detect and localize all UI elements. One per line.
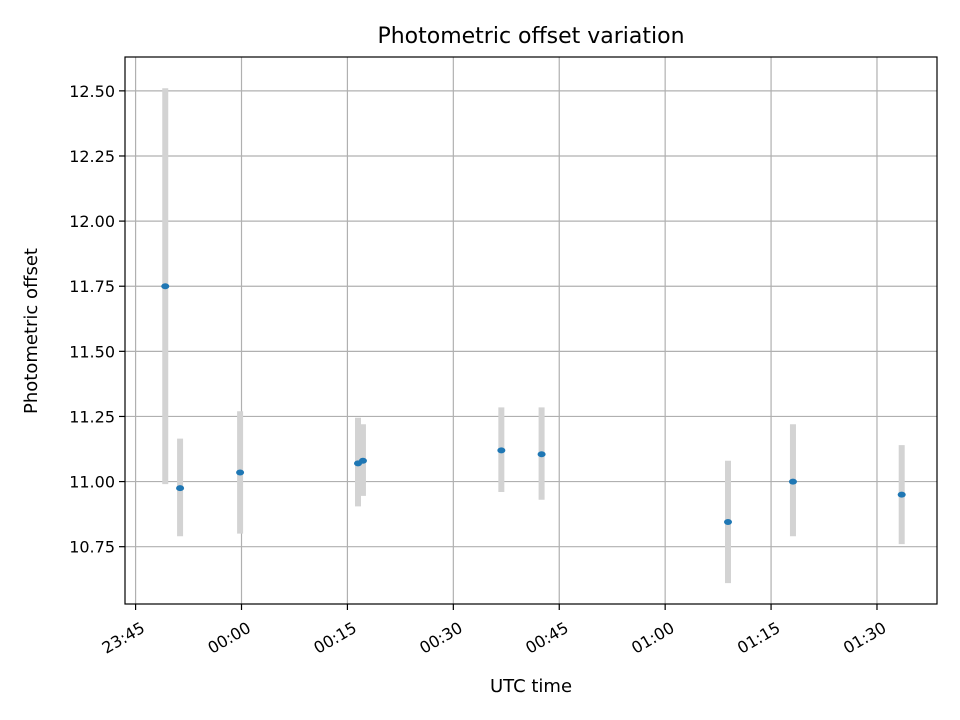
x-tick-label: 00:15 — [310, 618, 359, 658]
data-point — [358, 457, 367, 464]
grid — [125, 57, 937, 604]
data-points — [161, 283, 906, 525]
y-tick-label: 11.25 — [69, 407, 115, 426]
data-point — [723, 518, 732, 525]
ticks: 23:45 00:00 00:15 00:30 00:45 01:00 01:15 01:30… — [69, 82, 889, 658]
data-point — [897, 491, 906, 498]
x-tick-label: 01:15 — [734, 618, 783, 658]
y-tick-label: 10.75 — [69, 538, 115, 557]
y-tick-label: 11.75 — [69, 277, 115, 296]
chart-title: Photometric offset variation — [377, 24, 684, 49]
data-point — [497, 447, 506, 454]
y-axis-label: Photometric offset — [21, 248, 42, 414]
data-point — [161, 283, 170, 290]
data-point — [236, 469, 245, 476]
plot-frame — [124, 56, 938, 605]
y-tick-label: 11.50 — [69, 342, 115, 361]
y-tick-label: 12.50 — [69, 82, 115, 101]
y-tick-label: 12.25 — [69, 147, 115, 166]
x-tick-label: 00:00 — [204, 618, 253, 658]
error-bars — [162, 88, 905, 584]
x-tick-label: 00:30 — [416, 618, 465, 658]
data-point — [176, 485, 185, 492]
data-point — [788, 478, 797, 485]
y-tick-label: 12.00 — [69, 212, 115, 231]
x-tick-label: 00:45 — [522, 618, 571, 658]
x-tick-label: 01:30 — [840, 618, 889, 658]
x-axis-label: UTC time — [490, 676, 572, 697]
x-tick-label: 23:45 — [99, 618, 148, 658]
x-tick-label: 01:00 — [628, 618, 677, 658]
y-tick-label: 11.00 — [69, 473, 115, 492]
data-point — [537, 451, 546, 458]
